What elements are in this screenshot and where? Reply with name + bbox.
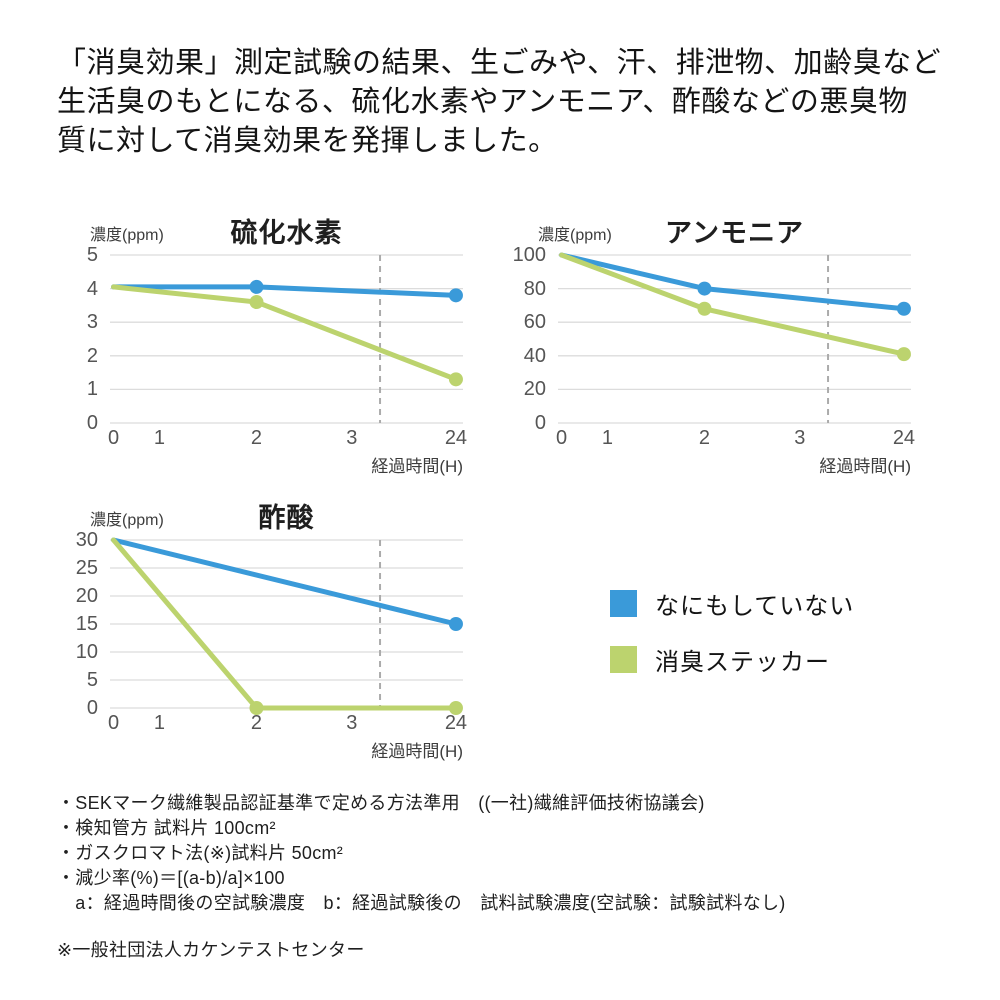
data-point-marker-untreated <box>896 301 911 316</box>
data-point-marker-untreated <box>249 279 264 294</box>
chart-ammonia: 濃度(ppm) アンモニア 0 20 40 60 80 100 0 1 2 3 24 経過時間(H… <box>508 215 920 477</box>
x-tick-label: 2 <box>250 427 263 449</box>
y-axis-tick-labels: 0 20 40 60 80 100 <box>508 244 550 434</box>
y-tick-label: 1 <box>86 378 98 401</box>
intro-paragraph: 「消臭効果」測定試験の結果、生ごみや、汗、排泄物、加齢臭など 生活臭のもとになる… <box>57 44 957 161</box>
x-tick-label: 1 <box>153 427 165 449</box>
legend-label-sticker: 消臭ステッカー <box>655 649 830 676</box>
y-tick-label: 25 <box>75 557 98 579</box>
data-point-marker-sticker <box>697 301 712 316</box>
series-line-untreated <box>111 537 459 627</box>
data-point-marker-untreated <box>448 617 463 631</box>
y-axis-label: 濃度(ppm) <box>90 227 164 244</box>
y-tick-label: 40 <box>523 344 546 367</box>
data-point-marker-sticker <box>896 347 911 362</box>
legend-label-untreated: なにもしていない <box>655 593 855 620</box>
x-tick-label: 3 <box>794 427 806 449</box>
footnote-line: ・ガスクロマト法(※)試料片 50cm² <box>57 843 344 863</box>
x-tick-label: 2 <box>250 712 263 734</box>
kaken-note: ※一般社団法人カケンテストセンター <box>57 940 365 960</box>
chart-title: 硫化水素 <box>230 218 343 248</box>
y-axis-label: 濃度(ppm) <box>538 227 612 244</box>
footnotes: ・SEKマーク繊維製品認証基準で定める方法準用 ((一社)繊維評価技術協議会) … <box>57 791 957 916</box>
data-point-marker-sticker <box>448 372 463 387</box>
chart-acetic-acid: 濃度(ppm) 酢酸 0 5 10 15 20 25 30 0 1 2 3 24 経過時間(H) <box>60 500 472 762</box>
x-tick-label: 3 <box>346 427 358 449</box>
data-point-marker-sticker <box>448 701 463 715</box>
y-tick-label: 15 <box>75 613 98 635</box>
x-axis-tick-labels: 0 1 2 3 24 <box>556 427 915 451</box>
y-tick-label: 100 <box>512 244 546 266</box>
y-tick-label: 5 <box>86 669 98 691</box>
data-point-marker-untreated <box>697 281 712 296</box>
y-tick-label: 2 <box>86 344 98 367</box>
series-line-sticker <box>111 284 459 382</box>
y-tick-label: 30 <box>75 529 98 551</box>
chart-title: 酢酸 <box>258 503 315 533</box>
intro-line-3: 質に対して消臭効果を発揮しました。 <box>57 125 558 157</box>
legend-swatch-sticker-icon <box>610 646 637 673</box>
x-axis-label: 経過時間(H) <box>371 742 463 761</box>
y-tick-label: 60 <box>523 311 546 334</box>
data-point-marker-sticker <box>249 701 264 715</box>
plot-area <box>558 252 911 424</box>
y-tick-label: 4 <box>86 277 98 300</box>
chart-title: アンモニア <box>665 218 804 248</box>
legend-swatch-untreated-icon <box>610 590 637 617</box>
series-line-untreated <box>559 252 907 312</box>
y-tick-label: 0 <box>86 697 98 719</box>
footnote-line: a：経過時間後の空試験濃度 b：経過試験後の 試料試験濃度(空試験：試験試料なし… <box>57 893 786 913</box>
y-axis-tick-labels: 0 5 10 15 20 25 30 <box>60 529 102 719</box>
y-tick-label: 10 <box>75 641 98 663</box>
x-tick-label: 24 <box>444 427 468 449</box>
plot-area <box>110 254 463 424</box>
x-tick-label: 0 <box>555 427 568 449</box>
legend: なにもしていない 消臭ステッカー <box>610 590 854 702</box>
x-axis-label: 経過時間(H) <box>819 457 911 476</box>
data-point-marker-sticker <box>249 295 264 310</box>
y-tick-label: 5 <box>86 244 98 266</box>
y-tick-label: 80 <box>523 277 546 300</box>
x-axis-tick-labels: 0 1 2 3 24 <box>108 712 467 736</box>
chart-hydrogen-sulfide: 濃度(ppm) 硫化水素 0 1 2 3 4 5 0 1 2 3 24 経過時間(H) <box>60 215 472 477</box>
y-tick-label: 0 <box>534 412 546 434</box>
legend-item-sticker: 消臭ステッカー <box>610 646 854 676</box>
footnote-line: ・SEKマーク繊維製品認証基準で定める方法準用 ((一社)繊維評価技術協議会) <box>57 793 705 813</box>
x-axis-tick-labels: 0 1 2 3 24 <box>108 427 467 451</box>
x-tick-label: 0 <box>107 712 120 734</box>
plot-area <box>110 537 463 715</box>
x-tick-label: 1 <box>153 712 165 734</box>
x-axis-label: 経過時間(H) <box>371 457 463 476</box>
intro-line-1: 「消臭効果」測定試験の結果、生ごみや、汗、排泄物、加齢臭など <box>57 47 942 79</box>
data-point-marker-untreated <box>448 288 463 303</box>
y-tick-label: 20 <box>75 585 98 607</box>
legend-item-untreated: なにもしていない <box>610 590 854 620</box>
y-tick-label: 0 <box>86 412 98 434</box>
x-tick-label: 3 <box>346 712 358 734</box>
y-tick-label: 20 <box>523 378 546 401</box>
intro-line-2: 生活臭のもとになる、硫化水素やアンモニア、酢酸などの悪臭物 <box>57 86 908 118</box>
y-tick-label: 3 <box>86 311 98 334</box>
footnote-line: ・検知管方 試料片 100cm² <box>57 818 276 838</box>
y-axis-tick-labels: 0 1 2 3 4 5 <box>60 244 102 434</box>
x-tick-label: 24 <box>892 427 916 449</box>
y-axis-label: 濃度(ppm) <box>90 512 164 529</box>
x-tick-label: 2 <box>698 427 711 449</box>
footnote-line: ・減少率(%)＝[(a-b)/a]×100 <box>57 868 285 888</box>
x-tick-label: 0 <box>107 427 120 449</box>
x-tick-label: 24 <box>444 712 468 734</box>
x-tick-label: 1 <box>601 427 613 449</box>
